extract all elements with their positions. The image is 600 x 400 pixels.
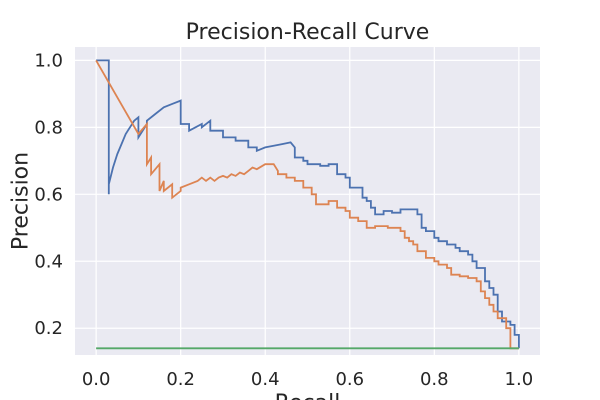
y-axis-title: Precision (9, 152, 34, 250)
y-tick-label: 0.6 (34, 184, 63, 205)
y-tick-label: 0.8 (34, 117, 63, 138)
x-tick-labels: 0.0 0.2 0.4 0.6 0.8 1.0 (82, 369, 533, 390)
x-tick-label: 0.4 (251, 369, 280, 390)
y-tick-label: 0.4 (34, 251, 63, 272)
y-tick-label: 0.2 (34, 318, 63, 339)
series-line-2 (95, 59, 519, 350)
series-layer (95, 59, 520, 350)
x-tick-label: 0.6 (335, 369, 364, 390)
chart-title: Precision-Recall Curve (186, 20, 430, 45)
series-line-1 (96, 59, 520, 349)
x-tick-label: 0.2 (166, 369, 195, 390)
x-tick-label: 1.0 (505, 369, 534, 390)
x-axis-title: Recall (275, 391, 341, 400)
x-tick-label: 0.0 (82, 369, 111, 390)
y-tick-label: 1.0 (34, 50, 63, 71)
y-tick-labels: 0.2 0.4 0.6 0.8 1.0 (34, 50, 63, 339)
x-tick-label: 0.8 (420, 369, 449, 390)
plot-area (75, 47, 540, 355)
grid (75, 47, 540, 355)
